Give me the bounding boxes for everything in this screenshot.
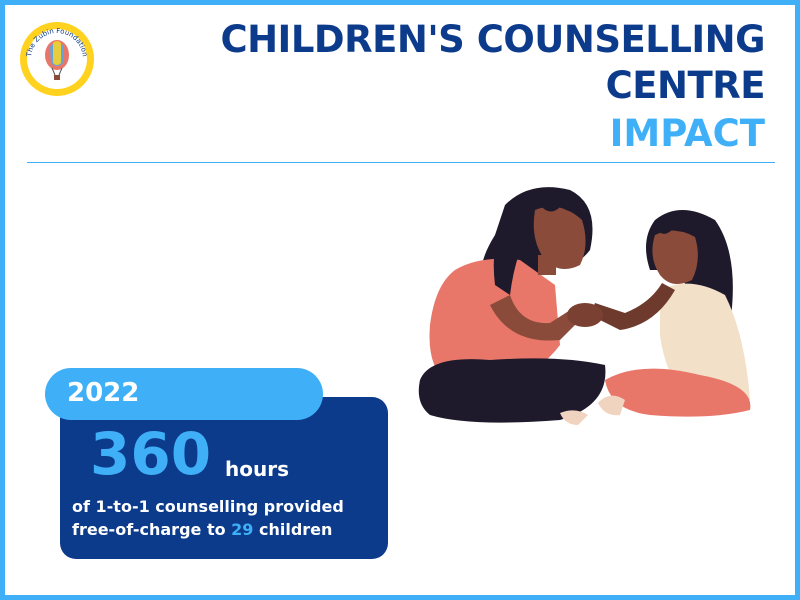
stat-line-2-suffix: children [253, 520, 333, 539]
stat-line-1: of 1-to-1 counselling provided [72, 497, 344, 516]
stat-description: of 1-to-1 counselling provided free-of-c… [72, 495, 382, 541]
stat-line-2-prefix: free-of-charge to [72, 520, 232, 539]
divider-line [27, 162, 775, 163]
mother-and-child-illustration [418, 187, 751, 425]
hours-number: 360 [90, 420, 212, 488]
stat-card: 360 hours of 1-to-1 counselling provided… [60, 397, 388, 559]
subtitle-impact: IMPACT [609, 112, 765, 155]
year-badge: 2022 [45, 368, 323, 420]
children-count: 29 [231, 520, 254, 539]
title-line-2: CENTRE [605, 64, 766, 107]
hours-unit: hours [225, 457, 289, 481]
zubin-foundation-logo: The Zubin Foundation [20, 22, 94, 96]
year-label: 2022 [67, 378, 140, 408]
title-line-1: CHILDREN'S COUNSELLING [220, 18, 765, 61]
page-title: CHILDREN'S COUNSELLING CENTRE IMPACT [205, 17, 765, 157]
